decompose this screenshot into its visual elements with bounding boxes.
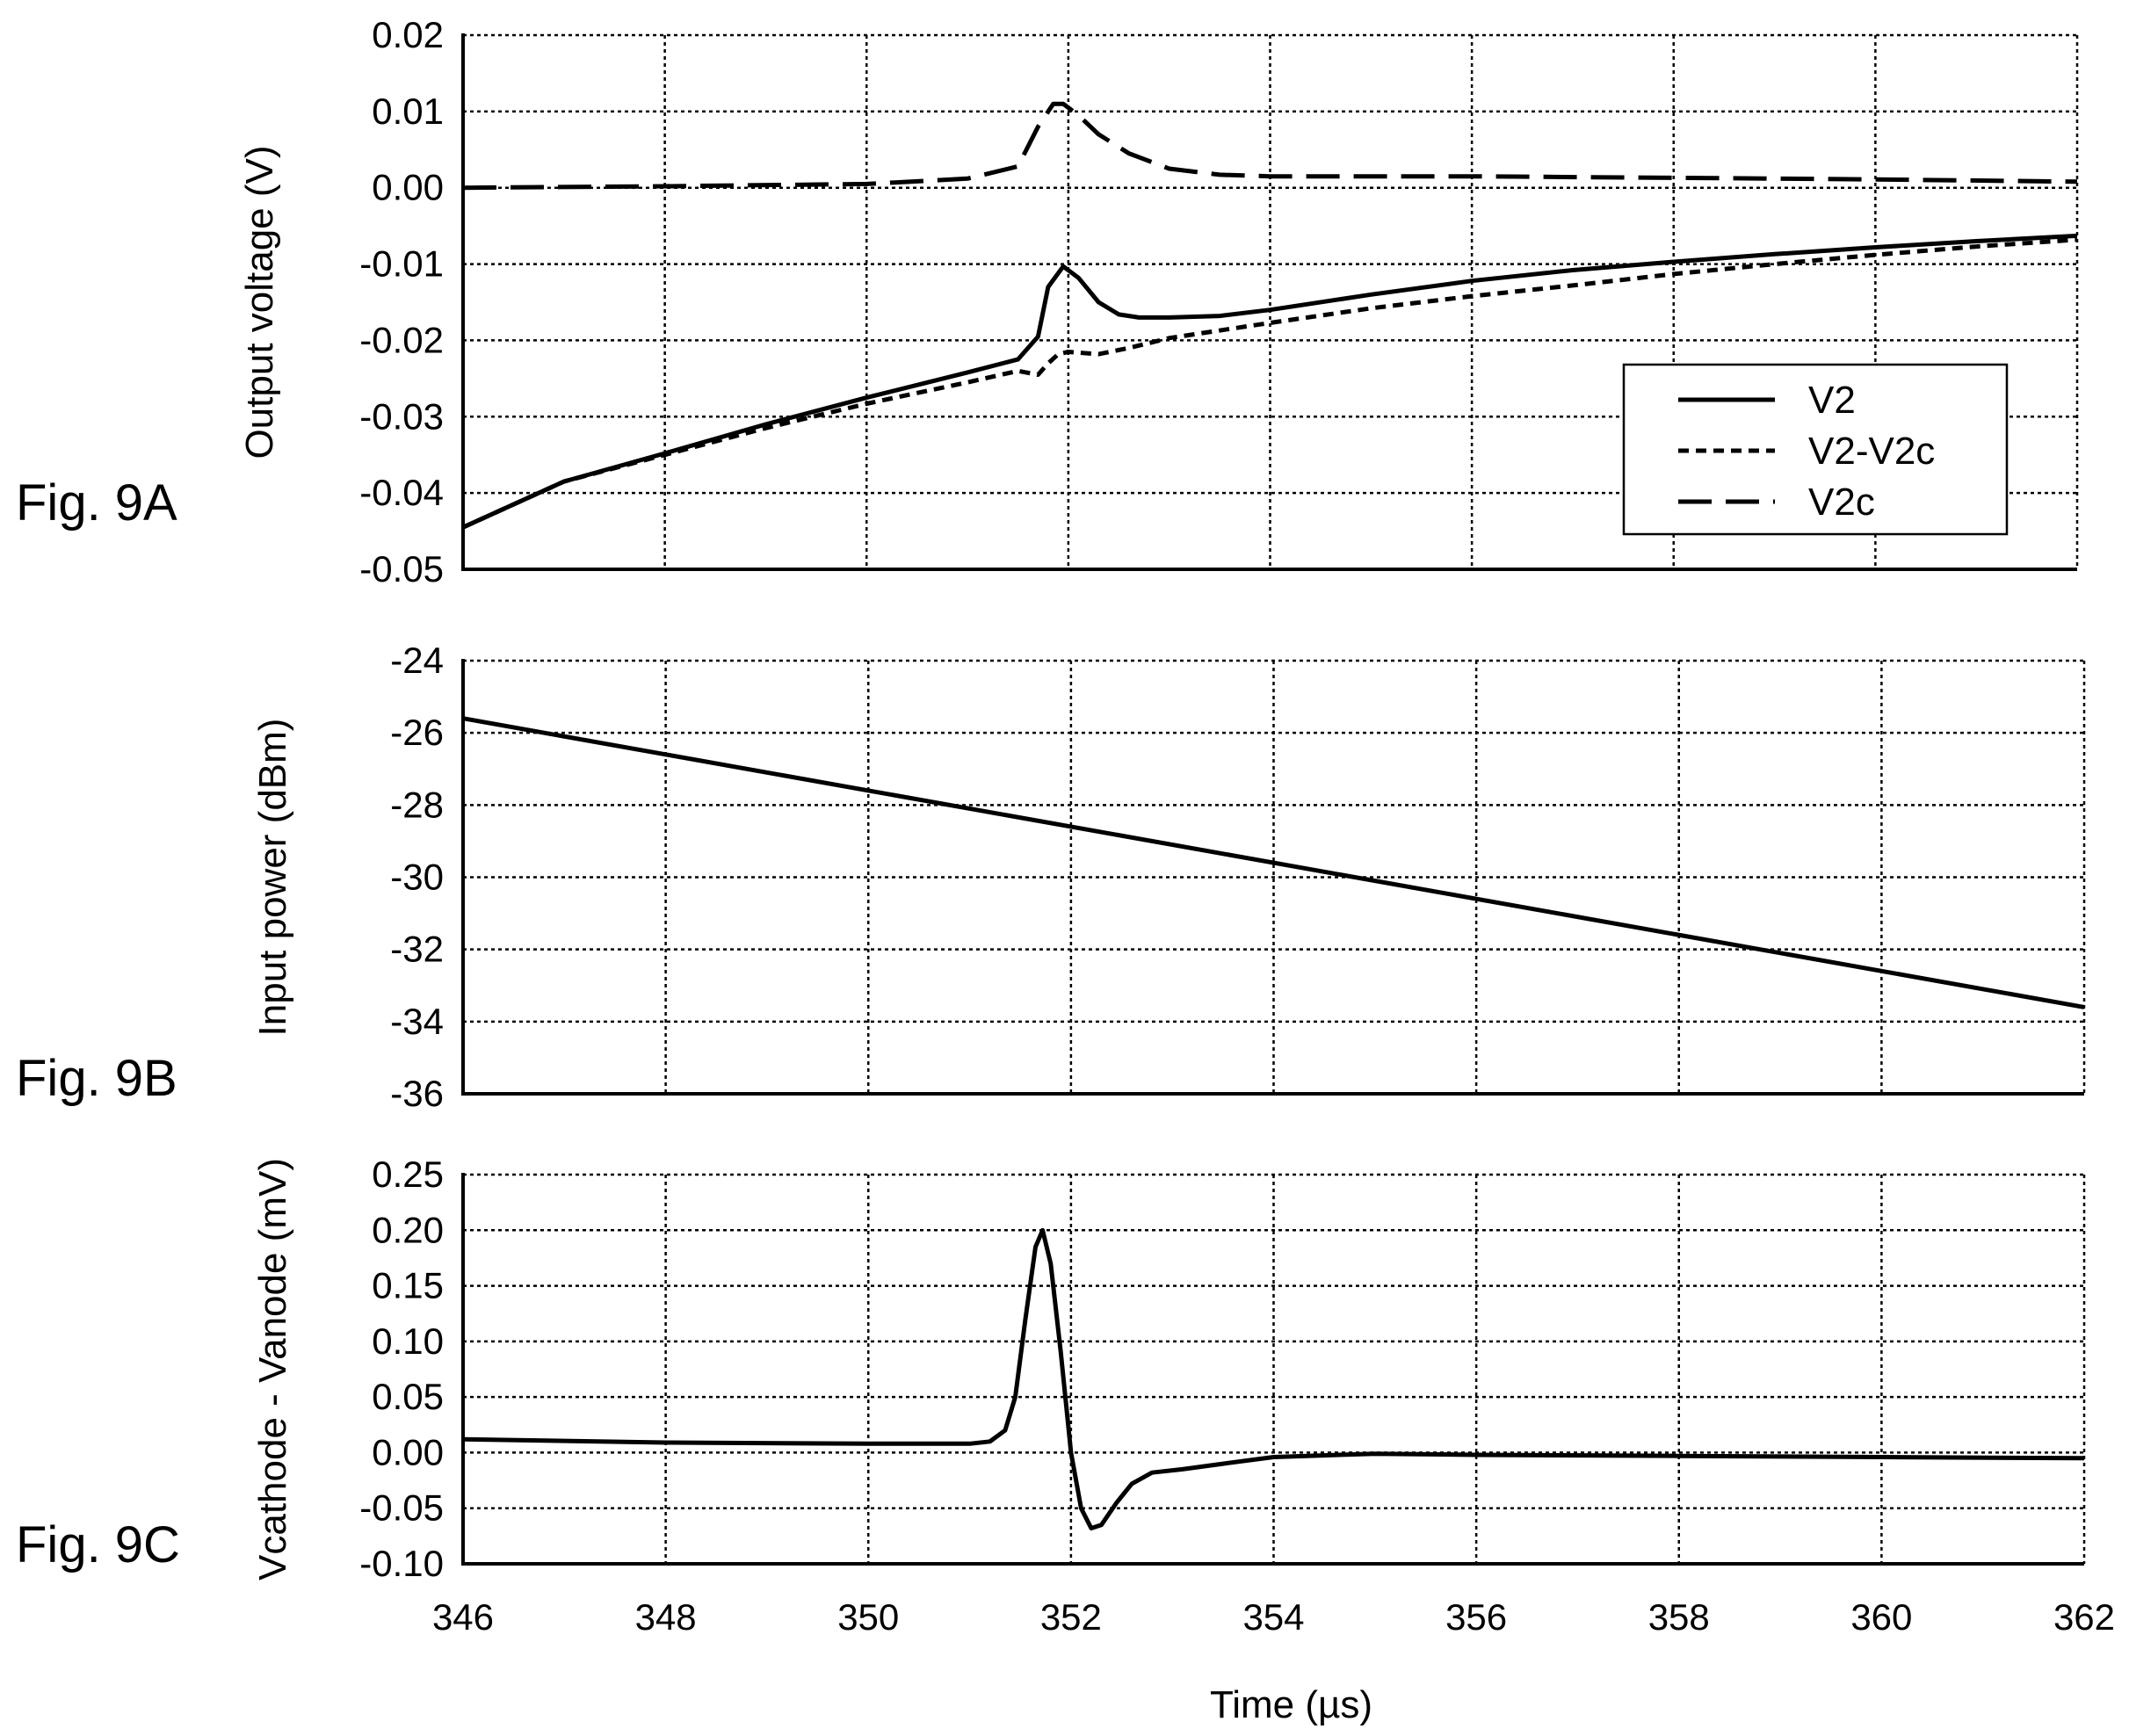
y-axis-label: Output voltage (V) xyxy=(238,145,281,459)
y-tick-label: -30 xyxy=(390,857,444,898)
series-line-v2c xyxy=(462,101,2078,191)
y-tick-label: -0.02 xyxy=(359,319,444,360)
x-tick-label: 350 xyxy=(837,1596,899,1638)
chart-panel-1: -0.05 -0.04 -0.03 -0.02 -0.01 0.00 0.01 0.02 Out… xyxy=(16,14,2079,590)
x-tick-label: 354 xyxy=(1242,1596,1304,1638)
y-tick-label: -34 xyxy=(390,1001,444,1042)
x-tick-label: 358 xyxy=(1648,1596,1710,1638)
y-axis-label: Vcathode - Vanode (mV) xyxy=(251,1158,294,1580)
y-tick-label: 0.10 xyxy=(372,1320,444,1362)
y-tick-label: -32 xyxy=(390,929,444,970)
legend-entry: V2c xyxy=(1808,481,1875,524)
y-tick-label: -0.03 xyxy=(359,395,444,437)
grid xyxy=(463,661,2084,1094)
y-axis-label: Input power (dBm) xyxy=(251,719,294,1037)
chart-panel-2: -36 -34 -32 -30 -28 -26 -24 Input power (dBm) Fi… xyxy=(16,640,2086,1114)
figure-label: Fig. 9B xyxy=(16,1050,177,1107)
y-tick-label: -0.04 xyxy=(359,472,444,513)
x-tick-label: 362 xyxy=(2053,1596,2115,1638)
figure-label: Fig. 9A xyxy=(16,474,177,532)
y-tick-label: 0.00 xyxy=(372,167,444,208)
y-tick-label: -28 xyxy=(390,784,444,825)
chart-panel-3: -0.10 -0.05 0.00 0.05 0.10 0.15 0.20 0.25 346 348… xyxy=(16,1154,2115,1726)
x-axis-label: Time (µs) xyxy=(1210,1683,1372,1726)
y-tick-label: 0.00 xyxy=(372,1431,444,1472)
x-tick-label: 348 xyxy=(635,1596,697,1638)
y-tick-label: 0.02 xyxy=(372,14,444,55)
x-tick-label: 352 xyxy=(1040,1596,1102,1638)
legend-entry: V2-V2c xyxy=(1808,430,1935,473)
y-tick-label: 0.15 xyxy=(372,1265,444,1306)
y-tick-label: 0.01 xyxy=(372,90,444,132)
y-tick-label: -0.05 xyxy=(359,1487,444,1529)
y-tick-label: -0.10 xyxy=(359,1543,444,1584)
y-tick-label: -26 xyxy=(390,712,444,753)
y-tick-label: 0.05 xyxy=(372,1376,444,1417)
x-tick-label: 346 xyxy=(432,1596,494,1638)
series-line-v2-v2c xyxy=(461,237,2078,530)
legend: V2 V2-V2c V2c xyxy=(1622,363,2009,536)
y-tick-label: -24 xyxy=(390,640,444,681)
series-line-3 xyxy=(462,1227,2085,1530)
x-tick-label: 360 xyxy=(1850,1596,1912,1638)
series-line-2 xyxy=(462,716,2085,1009)
y-tick-label: 0.25 xyxy=(372,1154,444,1195)
x-tick-label: 356 xyxy=(1445,1596,1507,1638)
y-tick-label: -0.01 xyxy=(359,243,444,285)
y-tick-label: -36 xyxy=(390,1073,444,1114)
y-tick-label: 0.20 xyxy=(372,1209,444,1250)
figure-label: Fig. 9C xyxy=(16,1516,180,1573)
legend-entry: V2 xyxy=(1808,379,1856,422)
y-tick-label: -0.05 xyxy=(359,548,444,590)
grid xyxy=(463,1175,2084,1564)
series-line-v2 xyxy=(461,233,2078,530)
